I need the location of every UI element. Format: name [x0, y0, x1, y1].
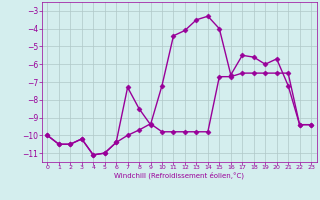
- X-axis label: Windchill (Refroidissement éolien,°C): Windchill (Refroidissement éolien,°C): [114, 172, 244, 179]
